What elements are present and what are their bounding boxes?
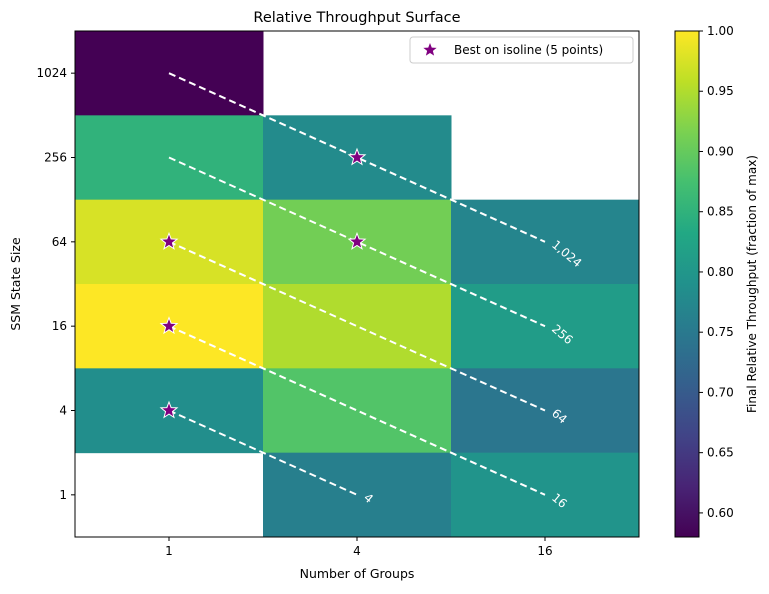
- isoline: [168, 325, 546, 496]
- best-point-star: [159, 400, 179, 419]
- heatmap-cell: [451, 452, 640, 538]
- colorbar-tick-label: 0.85: [707, 205, 734, 219]
- legend-box: [409, 36, 634, 64]
- colorbar-tick-label: 0.75: [707, 325, 734, 339]
- y-tick-label: 16: [52, 319, 67, 333]
- best-point-star: [159, 231, 179, 250]
- y-tick-label: 64: [52, 235, 67, 249]
- y-tick-label: 1: [59, 488, 67, 502]
- x-tick-label: 4: [353, 544, 361, 558]
- y-tick-label: 1024: [36, 66, 67, 80]
- colorbar-tick-label: 0.90: [707, 144, 734, 158]
- colorbar-ticks: 0.60 0.65 0.70 0.75 0.80 0.85 0.90 0.95 1.00: [699, 24, 734, 520]
- legend-label: Best on isoline (5 points): [454, 43, 603, 57]
- heatmap-cells: [75, 31, 640, 538]
- legend: Best on isoline (5 points): [409, 36, 634, 64]
- isoline: [168, 72, 546, 243]
- chart-title: Relative Throughput Surface: [253, 10, 460, 26]
- x-axis-ticks: 1 4 16: [165, 537, 553, 558]
- x-tick-label: 1: [165, 544, 173, 558]
- heatmap-cell: [451, 368, 640, 454]
- y-axis-ticks: 1 4 16 64 256 1024: [36, 66, 75, 502]
- colorbar-tick-label: 1.00: [707, 24, 734, 38]
- colorbar: 0.60 0.65 0.70 0.75 0.80 0.85 0.90 0.95 1.00 Fin…: [674, 24, 759, 538]
- y-axis-label: SSM State Size: [8, 237, 23, 331]
- heatmap-cell: [451, 199, 640, 285]
- y-tick-label: 4: [59, 404, 67, 418]
- colorbar-tick-label: 0.65: [707, 446, 734, 460]
- x-axis-label: Number of Groups: [300, 566, 415, 581]
- isoline: [168, 409, 358, 496]
- y-tick-label: 256: [44, 151, 67, 165]
- colorbar-tick-label: 0.70: [707, 385, 734, 399]
- colorbar-tick-label: 0.80: [707, 265, 734, 279]
- best-point-star: [347, 147, 367, 166]
- x-tick-label: 16: [537, 544, 552, 558]
- legend-star-marker: [423, 43, 437, 56]
- best-point-star: [347, 231, 367, 250]
- best-point-star: [159, 316, 179, 335]
- colorbar-tick-label: 0.95: [707, 84, 734, 98]
- heatmap-cell: [451, 284, 640, 369]
- isoline: [168, 156, 546, 328]
- colorbar-gradient: [674, 30, 700, 538]
- isoline: [168, 240, 546, 412]
- colorbar-tick-label: 0.60: [707, 506, 734, 520]
- best-points: [159, 147, 367, 419]
- colorbar-label: Final Relative Throughput (fraction of m…: [745, 155, 759, 413]
